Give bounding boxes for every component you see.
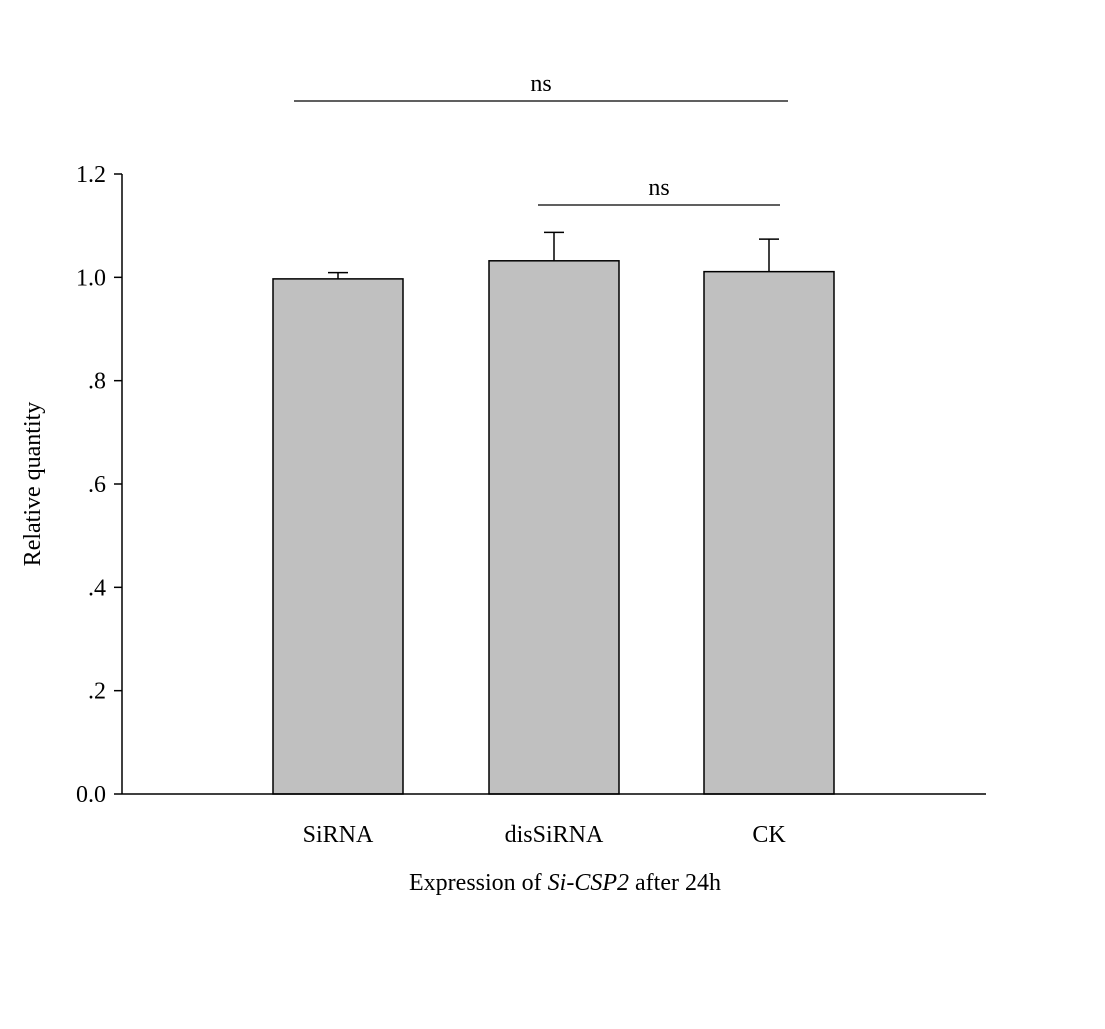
y-tick-label: 1.0 <box>76 265 106 291</box>
bar-sirna <box>272 278 404 795</box>
x-axis-label-suffix: after 24h <box>629 870 721 896</box>
y-axis-label: Relative quantity <box>20 402 46 567</box>
y-ticks: 0.0 .2 .4 .6 .8 1.0 1.2 <box>76 162 122 808</box>
x-tick-label: disSiRNA <box>505 822 604 848</box>
bar-ck <box>703 270 835 795</box>
bar-dissirna <box>488 260 620 795</box>
x-tick-label: CK <box>752 822 786 848</box>
x-tick-label: SiRNA <box>303 822 374 848</box>
significance-annotations: ns ns <box>294 71 788 206</box>
x-axis-label-gene: Si-CSP2 <box>548 870 629 896</box>
bars <box>272 231 835 795</box>
y-tick-label: 1.2 <box>76 162 106 188</box>
x-axis-label-prefix: Expression of <box>409 870 548 896</box>
y-tick-label: 0.0 <box>76 782 106 808</box>
significance-label: ns <box>530 71 551 97</box>
y-tick-label: .6 <box>88 472 106 498</box>
y-tick-label: .8 <box>88 369 106 395</box>
x-tick-labels: SiRNA disSiRNA CK <box>303 822 787 848</box>
significance-label: ns <box>648 175 669 201</box>
y-tick-label: .4 <box>88 575 106 601</box>
x-axis-label: Expression of Si-CSP2 after 24h <box>409 870 721 896</box>
y-tick-label: .2 <box>88 679 106 705</box>
